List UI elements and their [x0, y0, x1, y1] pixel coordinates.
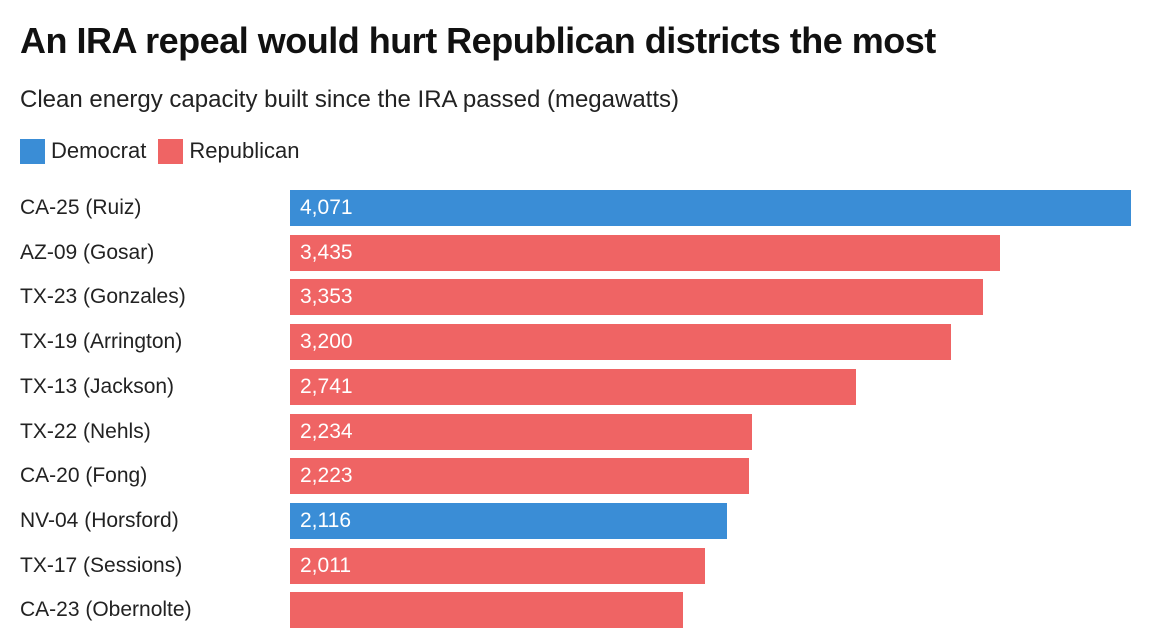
category-label: TX-23 (Gonzales) — [20, 285, 186, 309]
bar: 3,353 — [290, 279, 983, 316]
bar: 2,116 — [290, 502, 728, 539]
chart-title: An IRA repeal would hurt Republican dist… — [20, 20, 936, 61]
bar-value-label: 2,234 — [300, 419, 353, 443]
bar: 2,234 — [290, 413, 752, 450]
bar-value-label: 3,200 — [300, 330, 353, 354]
bar: 2,011 — [290, 547, 706, 584]
bar — [290, 592, 683, 628]
bar: 2,223 — [290, 458, 750, 495]
category-label: TX-17 (Sessions) — [20, 553, 183, 577]
bar-value-label: 4,071 — [300, 196, 353, 219]
bar-value-label: 2,011 — [300, 553, 351, 577]
chart-subtitle: Clean energy capacity built since the IR… — [20, 86, 680, 113]
category-label: TX-19 (Arrington) — [20, 330, 183, 354]
bar: 2,741 — [290, 368, 857, 405]
legend-label-democrat: Democrat — [51, 138, 147, 163]
bar: 3,435 — [290, 234, 1000, 271]
category-label: CA-23 (Obernolte) — [20, 598, 192, 622]
category-label: CA-25 (Ruiz) — [20, 196, 142, 219]
category-label: TX-13 (Jackson) — [20, 374, 175, 398]
bar-value-label: 2,223 — [300, 464, 353, 488]
bar-value-label: 2,116 — [300, 508, 351, 532]
legend: Democrat Republican — [20, 138, 311, 164]
legend-label-republican: Republican — [189, 138, 300, 163]
bar-value-label: 3,435 — [300, 240, 353, 264]
legend-item-republican: Republican — [158, 138, 299, 164]
bar-chart: CA-25 (Ruiz) 4,071 AZ-09 (Gosar) 3,435 TX-23… — [20, 190, 1131, 628]
category-label: CA-20 (Fong) — [20, 464, 148, 488]
category-label: AZ-09 (Gosar) — [20, 240, 155, 264]
bar: 3,200 — [290, 324, 952, 361]
legend-swatch-republican — [158, 138, 184, 164]
bar-value-label: 3,353 — [300, 285, 353, 309]
legend-swatch-democrat — [20, 138, 45, 164]
bar-value-label: 2,741 — [300, 374, 353, 398]
bar: 4,071 — [290, 190, 1131, 226]
legend-item-democrat: Democrat — [20, 138, 146, 164]
category-label: NV-04 (Horsford) — [20, 508, 179, 532]
category-label: TX-22 (Nehls) — [20, 419, 151, 443]
